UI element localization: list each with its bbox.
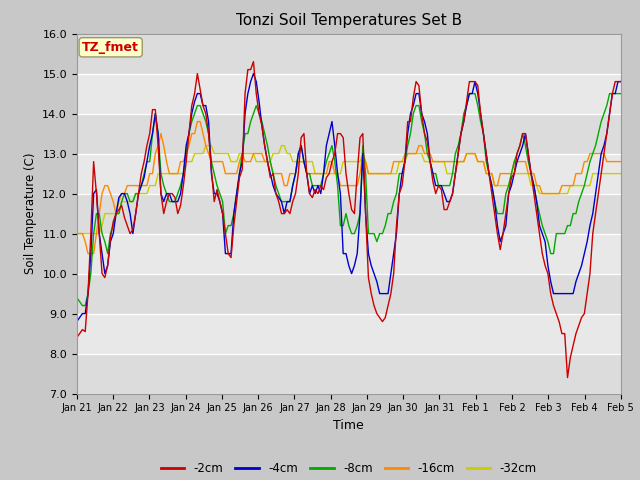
Legend: -2cm, -4cm, -8cm, -16cm, -32cm: -2cm, -4cm, -8cm, -16cm, -32cm (156, 457, 541, 480)
Bar (77, 73, 621, 114)
Y-axis label: Soil Temperature (C): Soil Temperature (C) (24, 153, 36, 275)
Title: Tonzi Soil Temperatures Set B: Tonzi Soil Temperatures Set B (236, 13, 462, 28)
Bar (77, 114, 621, 154)
Bar (77, 354, 621, 394)
Bar (77, 154, 621, 193)
Text: TZ_fmet: TZ_fmet (82, 41, 139, 54)
Bar (77, 193, 621, 234)
Bar (77, 34, 621, 73)
Bar (77, 313, 621, 354)
Bar (77, 234, 621, 274)
Bar (77, 274, 621, 313)
X-axis label: Time: Time (333, 419, 364, 432)
